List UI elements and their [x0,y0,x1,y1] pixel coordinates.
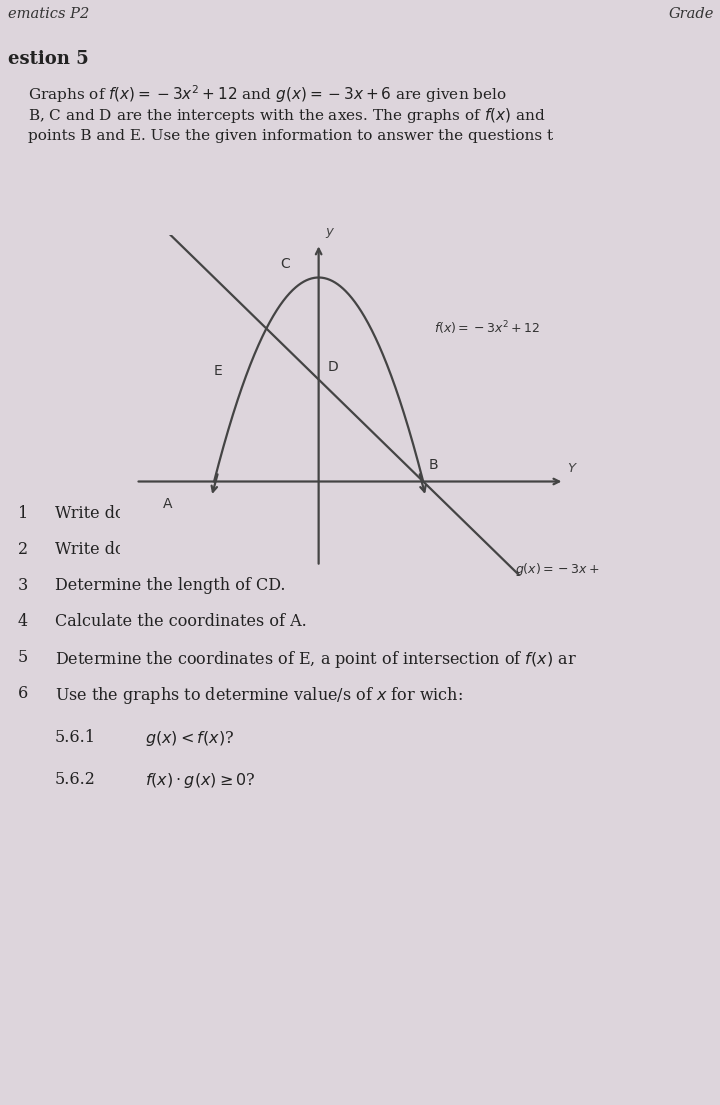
Text: Calculate the coordinates of A.: Calculate the coordinates of A. [55,613,307,630]
Text: $f(x) = -3x^2+12$: $f(x) = -3x^2+12$ [433,319,539,337]
Text: 5.6.2: 5.6.2 [55,771,96,788]
Text: $g(x) < f(x)$?: $g(x) < f(x)$? [145,729,234,748]
Text: E: E [213,364,222,378]
Text: $g(x) = -3x+$: $g(x) = -3x+$ [515,561,600,578]
Text: B: B [428,459,438,472]
Text: A: A [163,497,172,511]
Text: 2: 2 [18,541,28,558]
Text: $Y$: $Y$ [567,462,578,475]
Text: 4: 4 [18,613,28,630]
Text: Write down the coordinates of D.: Write down the coordinates of D. [55,541,324,558]
Text: points B and E. Use the given information to answer the questions t: points B and E. Use the given informatio… [28,129,553,143]
Text: 5: 5 [18,649,28,666]
Text: D: D [328,360,339,375]
Text: 5.6.1: 5.6.1 [55,729,96,746]
Text: 6: 6 [18,685,28,702]
Text: Grade: Grade [669,7,714,21]
Text: Graphs of $f(x)=-3x^2+12$ and $g(x)=-3x+6$ are given belo: Graphs of $f(x)=-3x^2+12$ and $g(x)=-3x+… [28,83,507,105]
Text: ematics P2: ematics P2 [8,7,89,21]
Text: estion 5: estion 5 [8,50,89,69]
Text: Use the graphs to determine value/s of $x$ for wich:: Use the graphs to determine value/s of $… [55,685,463,706]
Text: C: C [280,256,290,271]
Text: Write down the coordinates of C.: Write down the coordinates of C. [55,505,323,522]
Text: 3: 3 [18,577,28,594]
Text: $f(x)\cdot g(x) \geq 0$?: $f(x)\cdot g(x) \geq 0$? [145,771,256,790]
Text: $y$: $y$ [325,227,336,240]
Text: 1: 1 [18,505,28,522]
Text: Determine the length of CD.: Determine the length of CD. [55,577,286,594]
Text: B, C and D are the intercepts with the axes. The graphs of $f(x)$ and: B, C and D are the intercepts with the a… [28,106,546,125]
Text: Determine the coordinates of E, a point of intersection of $f(x)$ ar: Determine the coordinates of E, a point … [55,649,577,670]
